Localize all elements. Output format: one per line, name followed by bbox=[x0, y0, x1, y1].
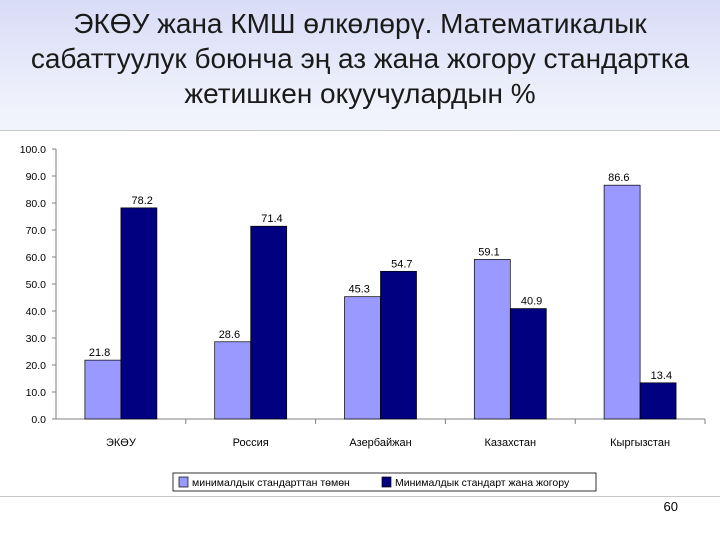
category-label: Кыргызстан bbox=[610, 437, 670, 449]
bar-1 bbox=[603, 184, 641, 420]
bar-2 bbox=[509, 308, 547, 420]
category-label: Россия bbox=[233, 437, 269, 449]
y-tick-label: 10.0 bbox=[26, 387, 47, 399]
bar-2 bbox=[380, 270, 417, 420]
data-label: 86.6 bbox=[608, 172, 629, 184]
legend-swatch-1 bbox=[178, 476, 189, 488]
slide-title: ЭКӨУ жана КМШ өлкөлөрү. Математикалык са… bbox=[0, 6, 720, 111]
bar-2 bbox=[120, 207, 158, 420]
category-label: Азербайжан bbox=[349, 437, 411, 449]
y-tick-label: 70.0 bbox=[26, 225, 47, 237]
y-tick-label: 30.0 bbox=[26, 333, 47, 345]
data-label: 40.9 bbox=[521, 296, 542, 308]
legend-label-1: минималдык стандарттан төмөн bbox=[192, 477, 350, 489]
legend-swatch-2 bbox=[381, 476, 392, 488]
y-tick-label: 80.0 bbox=[26, 198, 47, 210]
bar-chart: 0.0 10.0 20.0 30.0 40.0 50.0 60.0 70.0 80.0 90.0 1… bbox=[20, 144, 706, 492]
y-tick-label: 60.0 bbox=[26, 252, 47, 264]
legend-label-2: Минималдык стандарт жана жогору bbox=[395, 477, 570, 489]
bar-1 bbox=[214, 341, 252, 420]
bar-1 bbox=[473, 259, 511, 420]
y-tick-label: 40.0 bbox=[26, 306, 47, 318]
category-label: Казахстан bbox=[485, 437, 537, 449]
data-label: 45.3 bbox=[349, 284, 370, 296]
slide-title-line-2: сабаттуулук боюнча эң аз жана жогору ста… bbox=[30, 43, 690, 74]
data-label: 59.1 bbox=[478, 246, 499, 258]
bar-1 bbox=[344, 296, 381, 420]
slide-title-line-3: жетишкен окуучулардын % bbox=[184, 78, 536, 109]
data-label: 54.7 bbox=[391, 258, 412, 270]
bar-1 bbox=[84, 359, 122, 420]
category-label: ЭКӨУ bbox=[106, 437, 137, 449]
y-tick-label: 90.0 bbox=[26, 171, 47, 183]
data-label: 78.2 bbox=[131, 195, 152, 207]
y-tick-label: 100.0 bbox=[20, 144, 46, 156]
data-label: 21.8 bbox=[89, 347, 110, 359]
y-tick-label: 0.0 bbox=[31, 414, 46, 426]
slide-title-line-1: ЭКӨУ жана КМШ өлкөлөрү. Математикалык bbox=[73, 8, 647, 39]
chart-area: 0.0 10.0 20.0 30.0 40.0 50.0 60.0 70.0 80.0 90.0 1… bbox=[0, 130, 720, 497]
page-number: 60 bbox=[663, 499, 678, 514]
bar-2 bbox=[250, 225, 288, 420]
y-tick-label: 20.0 bbox=[26, 360, 47, 372]
y-tick-label: 50.0 bbox=[26, 279, 47, 291]
data-label: 71.4 bbox=[261, 213, 282, 225]
bar-2 bbox=[639, 382, 677, 420]
data-label: 13.4 bbox=[651, 370, 672, 382]
data-label: 28.6 bbox=[219, 329, 240, 341]
